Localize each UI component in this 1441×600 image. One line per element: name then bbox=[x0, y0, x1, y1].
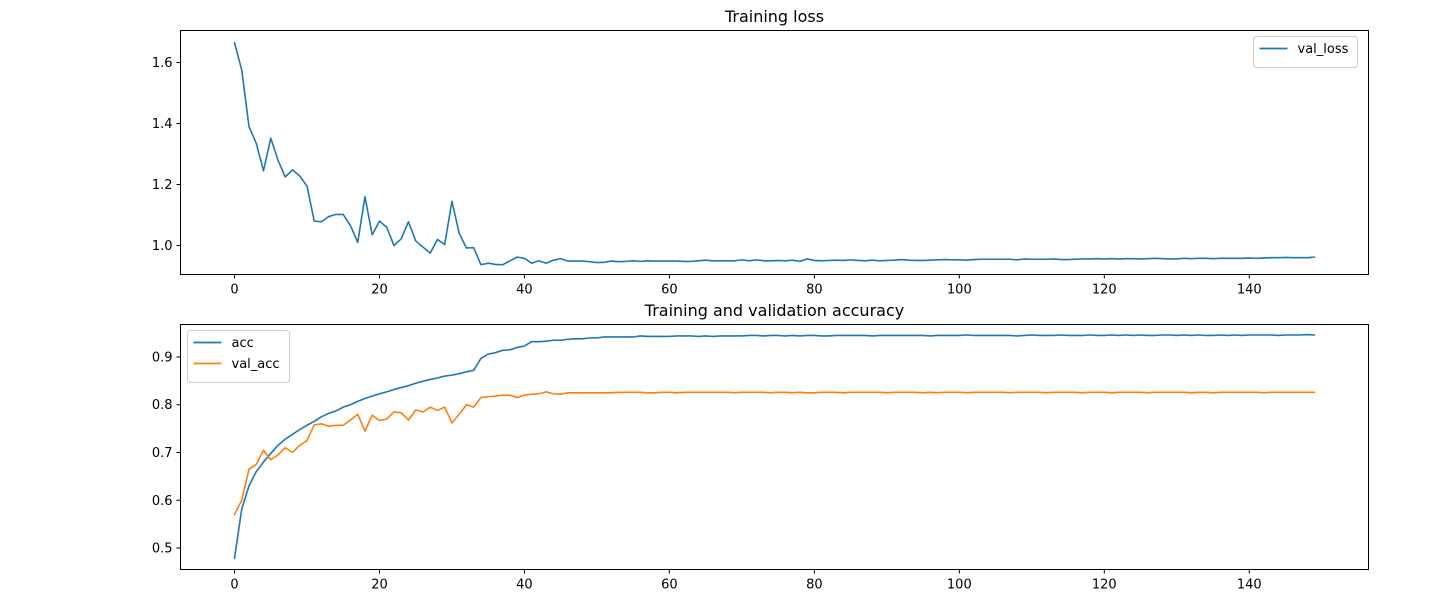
accuracy-x-tick-label: 20 bbox=[371, 578, 388, 593]
accuracy-y-ticks: 0.5 0.6 0.7 0.8 0.9 bbox=[152, 350, 181, 557]
accuracy-x-tick-label: 120 bbox=[1092, 578, 1117, 593]
accuracy-x-tick-label: 0 bbox=[230, 578, 238, 593]
accuracy-legend-box bbox=[187, 330, 290, 383]
accuracy-x-tick-label: 100 bbox=[947, 578, 972, 593]
accuracy-y-tick-label: 0.5 bbox=[152, 542, 173, 557]
loss-y-tick-label: 1.6 bbox=[152, 56, 173, 71]
accuracy-x-tick-label: 60 bbox=[661, 578, 678, 593]
loss-series-lines bbox=[233, 41, 1316, 266]
accuracy-x-tick-label: 80 bbox=[806, 578, 823, 593]
accuracy-series-lines bbox=[233, 333, 1316, 560]
accuracy-chart-title: Training and validation accuracy bbox=[644, 301, 904, 320]
loss-axes-frame bbox=[180, 30, 1369, 275]
loss-x-tick-label: 120 bbox=[1092, 283, 1117, 298]
loss-x-tick-label: 100 bbox=[947, 283, 972, 298]
loss-x-tick-label: 20 bbox=[371, 283, 388, 298]
accuracy-y-tick-label: 0.9 bbox=[152, 350, 173, 365]
loss-legend: val_loss bbox=[1253, 36, 1358, 68]
loss-y-ticks: 1.0 1.2 1.4 1.6 bbox=[152, 56, 181, 254]
accuracy-x-tick-label: 40 bbox=[516, 578, 533, 593]
loss-legend-box bbox=[1253, 36, 1358, 68]
accuracy-axes: Training and validation accuracy 0 20 40 60… bbox=[152, 301, 1369, 593]
accuracy-y-tick-label: 0.6 bbox=[152, 494, 173, 509]
loss-axes: Training loss 0 20 40 60 80 100 120 140 1.01.21… bbox=[152, 7, 1369, 298]
series-line-val-loss bbox=[233, 41, 1316, 266]
accuracy-y-tick-label: 0.8 bbox=[152, 398, 173, 413]
accuracy-x-tick-label: 140 bbox=[1237, 578, 1262, 593]
loss-y-tick-label: 1.2 bbox=[152, 178, 173, 193]
accuracy-legend: acc val_acc bbox=[187, 330, 290, 383]
loss-x-ticks: 0 20 40 60 80 100 120 140 bbox=[230, 274, 1262, 298]
loss-x-tick-label: 0 bbox=[230, 283, 238, 298]
legend-label-val-acc: val_acc bbox=[232, 357, 280, 372]
loss-chart-title: Training loss bbox=[724, 7, 824, 26]
loss-x-tick-label: 80 bbox=[806, 283, 823, 298]
loss-x-tick-label: 60 bbox=[661, 283, 678, 298]
legend-label-val-loss: val_loss bbox=[1298, 42, 1349, 57]
series-line-acc bbox=[233, 333, 1316, 560]
accuracy-x-ticks: 0 20 40 60 80 100 120 140 bbox=[230, 569, 1262, 593]
loss-x-tick-label: 40 bbox=[516, 283, 533, 298]
loss-y-tick-label: 1.4 bbox=[152, 117, 173, 132]
accuracy-axes-frame bbox=[180, 324, 1369, 570]
accuracy-y-tick-label: 0.7 bbox=[152, 446, 173, 461]
legend-label-acc: acc bbox=[232, 336, 254, 351]
series-line-val-acc bbox=[233, 391, 1316, 516]
loss-x-tick-label: 140 bbox=[1237, 283, 1262, 298]
loss-y-tick-label: 1.0 bbox=[152, 239, 173, 254]
